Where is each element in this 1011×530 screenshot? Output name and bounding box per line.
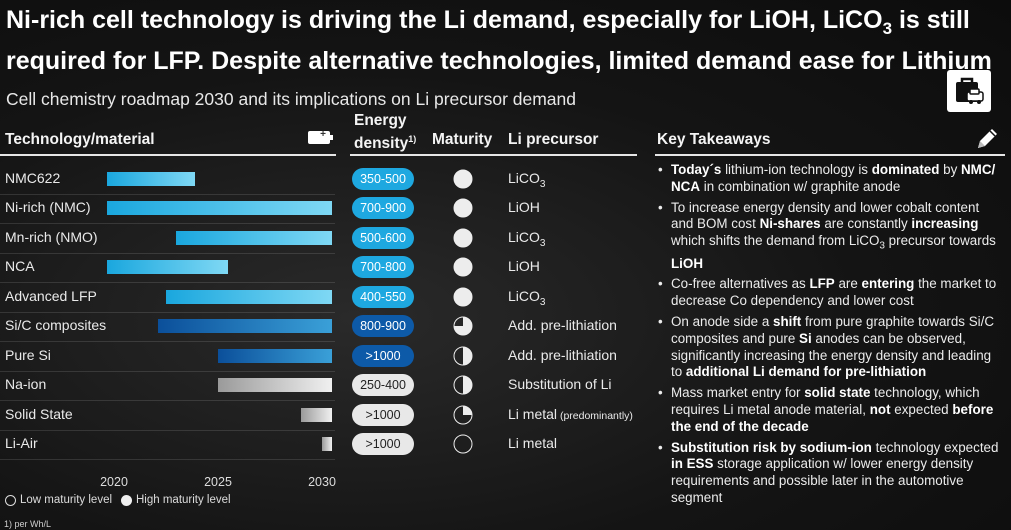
page-subtitle: Cell chemistry roadmap 2030 and its impl…: [6, 89, 576, 109]
takeaway-item: On anode side a shift from pure graphite…: [657, 314, 1003, 381]
maturity-icon: [453, 405, 473, 425]
row-label: NCA: [5, 258, 35, 275]
precursor-label: LiCO3: [508, 228, 546, 249]
energy-density-pill: >1000: [352, 433, 414, 456]
row-label: Pure Si: [5, 346, 51, 363]
legend-high-maturity: High maturity level: [121, 494, 231, 506]
header-divider-left: [0, 154, 336, 156]
legend-low-label: Low maturity level: [20, 494, 113, 506]
precursor-label: Substitution of Li: [508, 376, 612, 393]
takeaway-item: Today´s lithium-ion technology is domina…: [657, 162, 1003, 196]
maturity-icon: [453, 287, 473, 307]
timeline-bar: [301, 407, 333, 422]
timeline-bar: [322, 437, 333, 452]
timeline-bar: [176, 230, 333, 245]
energy-density-header: Energy density1): [354, 112, 429, 153]
row-separator: [0, 223, 335, 224]
maturity-icon: [453, 375, 473, 395]
energy-density-pill: 700-800: [352, 256, 414, 279]
technology-header: Technology/material: [5, 131, 155, 148]
legend-high-label: High maturity level: [136, 494, 231, 506]
timeline-bar: [107, 201, 333, 216]
precursor-header: Li precursor: [508, 131, 599, 148]
row-separator: [0, 429, 335, 431]
battery-icon: +: [308, 129, 333, 144]
x-tick-label: 2025: [204, 475, 232, 489]
high-maturity-dot: [121, 494, 132, 506]
x-tick-label: 2030: [308, 475, 336, 489]
row-separator: [0, 400, 335, 401]
takeaway-item: Mass market entry for solid state techno…: [657, 385, 1003, 435]
row-separator: [0, 341, 335, 342]
row-separator: [0, 252, 335, 254]
row-label: Si/C composites: [5, 317, 107, 334]
pencil-icon: [974, 126, 1000, 152]
takeaways-header: Key Takeaways: [657, 131, 771, 148]
timeline-bar: [107, 260, 229, 275]
footnote: 1) per Wh/L: [4, 519, 52, 529]
row-label: Ni-rich (NMC): [5, 199, 91, 216]
row-label: Li-Air: [5, 435, 38, 452]
precursor-label: Li metal (predominantly): [508, 405, 633, 422]
row-label: Advanced LFP: [5, 287, 97, 304]
energy-density-pill: 400-550: [352, 285, 414, 308]
row-label: Mn-rich (NMO): [5, 228, 98, 245]
maturity-icon: [453, 228, 473, 248]
row-label: NMC622: [5, 169, 61, 186]
row-separator: [0, 370, 335, 372]
timeline-bar: [166, 289, 333, 304]
maturity-icon: [453, 257, 473, 277]
row-label: Solid State: [5, 405, 73, 422]
row-separator: [0, 282, 335, 283]
page-title: Ni-rich cell technology is driving the L…: [6, 4, 1006, 77]
row-label: Na-ion: [5, 376, 47, 393]
energy-density-header-text: Energy density: [354, 112, 409, 153]
header-divider-middle: [350, 154, 637, 156]
precursor-label: LiCO3: [508, 287, 546, 308]
energy-density-pill: >1000: [352, 344, 414, 367]
energy-density-pill: 800-900: [352, 315, 414, 338]
header-divider-right: [655, 154, 1005, 156]
energy-density-pill: 350-500: [352, 167, 414, 190]
precursor-label: LiCO3: [508, 169, 546, 190]
timeline-bar: [218, 378, 333, 393]
maturity-icon: [453, 346, 473, 366]
energy-density-pill: 250-400: [352, 374, 414, 397]
energy-density-pill: 500-600: [352, 226, 414, 249]
maturity-icon: [453, 316, 473, 336]
timeline-bar: [107, 171, 196, 186]
timeline-bar: [157, 319, 333, 334]
energy-density-pill: 700-900: [352, 197, 414, 220]
key-takeaways-list: Today´s lithium-ion technology is domina…: [657, 162, 1003, 511]
energy-density-pill: >1000: [352, 403, 414, 426]
bag-car-logo-icon: [947, 70, 991, 112]
takeaway-item: Co-free alternatives as LFP are entering…: [657, 276, 1003, 310]
precursor-label: LiOH: [508, 258, 540, 275]
takeaway-item: To increase energy density and lower cob…: [657, 200, 1003, 273]
takeaway-item: Substitution risk by sodium-ion technolo…: [657, 440, 1003, 507]
maturity-icon: [453, 169, 473, 189]
row-separator: [0, 311, 335, 313]
maturity-icon: [453, 198, 473, 218]
maturity-icon: [453, 434, 473, 454]
precursor-label: LiOH: [508, 199, 540, 216]
row-separator: [0, 459, 335, 460]
x-tick-label: 2020: [100, 475, 128, 489]
low-maturity-dot: [5, 494, 16, 506]
timeline-bar: [218, 348, 333, 363]
precursor-label: Li metal: [508, 435, 558, 452]
title-text: Ni-rich cell technology is driving the L…: [6, 6, 992, 75]
precursor-label: Add. pre-lithiation: [508, 346, 617, 363]
precursor-label: Add. pre-lithiation: [508, 317, 617, 334]
legend-low-maturity: Low maturity level: [5, 494, 112, 506]
energy-density-footnote-marker: 1): [408, 134, 417, 144]
maturity-header: Maturity: [432, 131, 493, 148]
row-separator: [0, 193, 335, 195]
